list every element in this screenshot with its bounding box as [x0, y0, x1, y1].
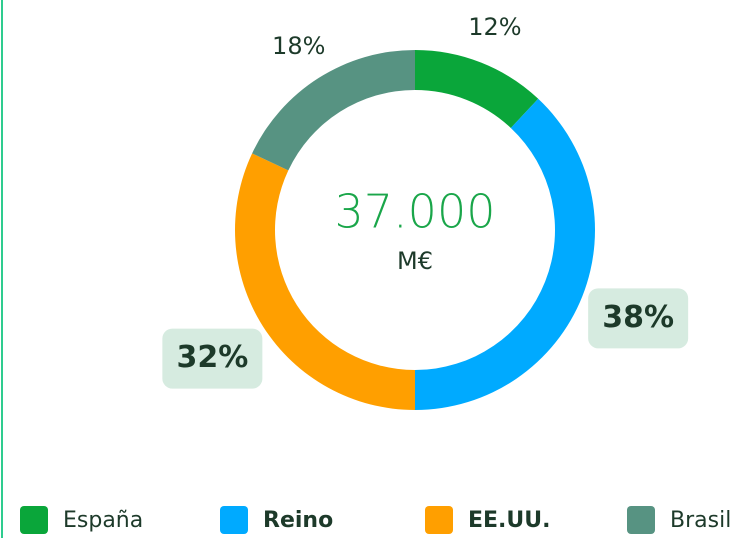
donut-segment	[415, 98, 595, 410]
value-label: 38%	[602, 300, 674, 335]
legend-swatch	[220, 506, 248, 534]
donut-segment	[234, 153, 415, 410]
legend-label: Brasil	[670, 508, 731, 533]
legend-swatch	[627, 506, 655, 534]
legend-label: España	[63, 508, 143, 533]
donut-segment	[415, 50, 539, 128]
center-value: 37.000	[335, 185, 496, 239]
legend-label: EE.UU.	[468, 508, 551, 533]
label-box	[162, 328, 263, 389]
legend-label: Reino	[263, 508, 333, 533]
center-unit: M€	[397, 247, 433, 275]
label-box	[588, 288, 689, 349]
value-label: 32%	[176, 340, 248, 375]
value-label: 18%	[272, 32, 325, 60]
legend-swatch	[20, 506, 48, 534]
value-label: 12%	[468, 13, 521, 41]
donut-segment	[252, 50, 415, 171]
legend-swatch	[425, 506, 453, 534]
